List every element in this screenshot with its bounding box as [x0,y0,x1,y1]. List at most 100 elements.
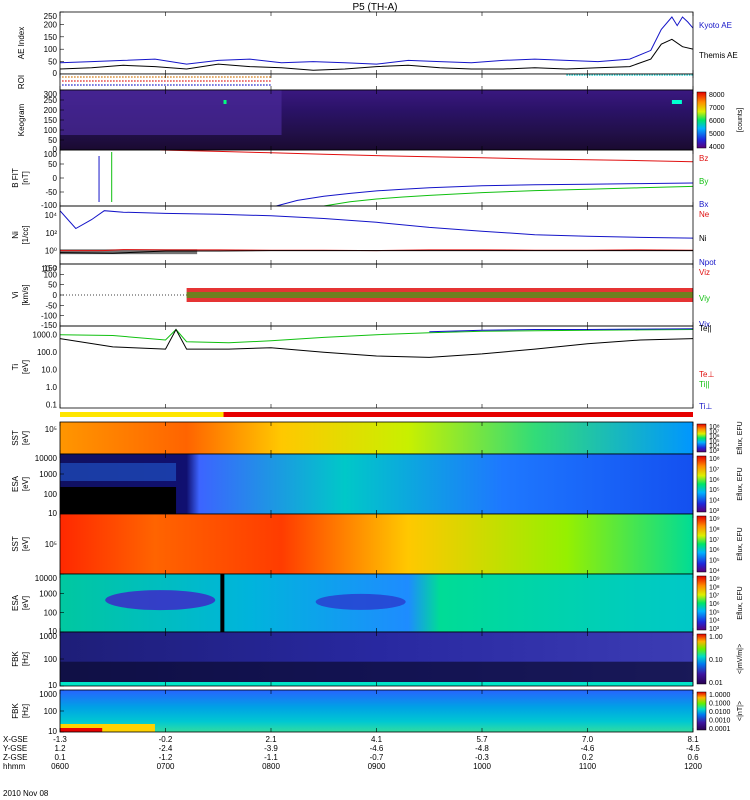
y-tick-label: -100 [41,201,58,210]
y-tick-label: 10000 [35,574,58,583]
colorbar-tick-label: 8000 [709,92,725,99]
footer-tick-value: 4.1 [371,735,383,744]
y-tick-label: 200 [44,106,58,115]
keogram-image [60,90,282,135]
colorbar-tick-label: 1.00 [709,634,723,641]
roi-bg [60,74,693,90]
colorbar [696,575,707,631]
series-ni [60,210,693,239]
colorbar-tick-label: 10⁶ [709,434,720,441]
esa-electron-spectrogram [105,590,216,611]
series-bz [160,150,693,163]
y-tick-label: 10.0 [41,366,57,375]
esa-electron-spectrogram [220,574,225,632]
footer-tick-value: 1000 [473,762,491,771]
colorbar-tick-label: 10⁹ [709,516,720,523]
y-tick-label: -50 [45,188,57,197]
y-tick-label: 10⁴ [45,211,58,220]
series-kyotoae [60,16,693,65]
y-tick-label: 10⁵ [45,540,57,549]
footer-tick-value: 0900 [368,762,386,771]
panel-esa_ion: ESA [eV] 10000 1000 100 10 10⁸ 10⁷ 10⁶ 10⁵ 10⁴ 10³ E… [11,453,744,518]
panel-bar [60,412,693,417]
colorbar-tick-label: 5000 [709,131,725,138]
legend-entry-themis-ae: Themis AE [699,51,738,60]
colorbar-label: <|nT|> [737,701,744,721]
colorbar-tick-label: 6000 [709,118,725,125]
legend-entry-te1: Te⊥ [699,370,714,379]
y-tick-label: 10² [45,229,57,238]
y-tick-label: 0 [53,174,58,183]
colorbar-label: <|mV/m|> [737,644,744,674]
y-axis-unit: [eV] [21,537,30,551]
y-tick-label: -150 [41,321,58,330]
legend-entry-ni: Ni [699,234,707,243]
panel-roi: ROI [17,73,694,91]
y-tick-label: -100 [41,312,58,321]
footer-tick-value: 2.1 [265,735,277,744]
colorbar-tick-label: 0.1000 [709,701,731,708]
y-tick-label: 1000 [39,470,57,479]
y-tick-label: 10⁻² [41,264,57,273]
y-tick-label: 10⁵ [45,425,57,434]
colorbar-tick-label: 10³ [709,448,720,455]
footer-row-label: Z-GSE [3,753,27,762]
colorbar-tick-label: 10⁷ [709,429,720,436]
y-tick-label: 1000 [39,690,57,699]
colorbar-label: Eflux, EFU [737,586,744,619]
footer-tick-value: -0.3 [475,753,489,762]
density-frame [59,205,694,265]
fbk-b-spectrogram [60,690,693,732]
series-themisae [60,38,693,71]
colorbar-tick-label: 10⁸ [709,526,720,533]
footer-tick-value: -4.6 [370,744,384,753]
y-tick-label: 0.1 [46,401,58,410]
y-tick-label: 300 [44,90,58,99]
esa-ion-spectrogram [60,463,177,481]
panel-sst_elec: SST [eV] 10⁵ 10⁹ 10⁸ 10⁷ 10⁶ 10⁵ 10⁴ Eflux, EFU [11,513,744,575]
colorbar [696,515,707,573]
colorbar-tick-label: 10⁵ [709,487,720,494]
y-axis-label: SST [11,536,20,552]
y-axis-unit: [eV] [21,431,30,445]
y-tick-label: 100 [44,707,58,716]
y-tick-label: 100 [44,609,58,618]
y-tick-label: 150 [44,116,58,125]
colorbar-tick-label: 10³ [709,626,720,633]
footer-row-label: Y-GSE [3,744,27,753]
y-axis-label: FBK [11,703,20,719]
keogram-image [223,100,227,104]
panel-fbk_e: FBK [Hz] 1000 100 10 1.00 0.10 0.01 <|mV/m|> [11,631,744,690]
footer-tick-value: 1200 [684,762,702,771]
y-tick-label: 100 [44,45,58,54]
y-axis-unit: [1/cc] [21,225,30,244]
footer-tick-value: 8.1 [687,735,699,744]
colorbar-tick-label: 10⁷ [709,537,720,544]
y-axis-label: ROI [17,75,26,89]
colorbar [696,691,707,731]
colorbar [696,633,707,685]
footer-tick-value: -0.2 [159,735,173,744]
colorbar-tick-label: 10⁸ [709,584,720,591]
colorbar-tick-label: 10⁴ [709,498,720,505]
footer-tick-value: -4.5 [686,744,700,753]
footer-tick-value: -4.6 [581,744,595,753]
colorbar-tick-label: 10⁹ [709,576,720,583]
temperature-frame [59,325,694,409]
footer-tick-value: 0.1 [54,753,66,762]
y-tick-label: 100 [44,655,58,664]
colorbar [696,91,707,149]
footer-tick-value: -4.8 [475,744,489,753]
y-axis-label: Keogram [17,103,26,136]
colorbar-tick-label: 0.10 [709,657,723,664]
y-tick-label: 10 [48,627,57,636]
y-tick-label: 0 [53,145,58,154]
y-tick-label: 50 [48,281,57,290]
fbk-e-spectrogram [60,661,693,686]
y-tick-label: 10⁰ [45,247,57,256]
velocity-noise-band [186,292,693,298]
